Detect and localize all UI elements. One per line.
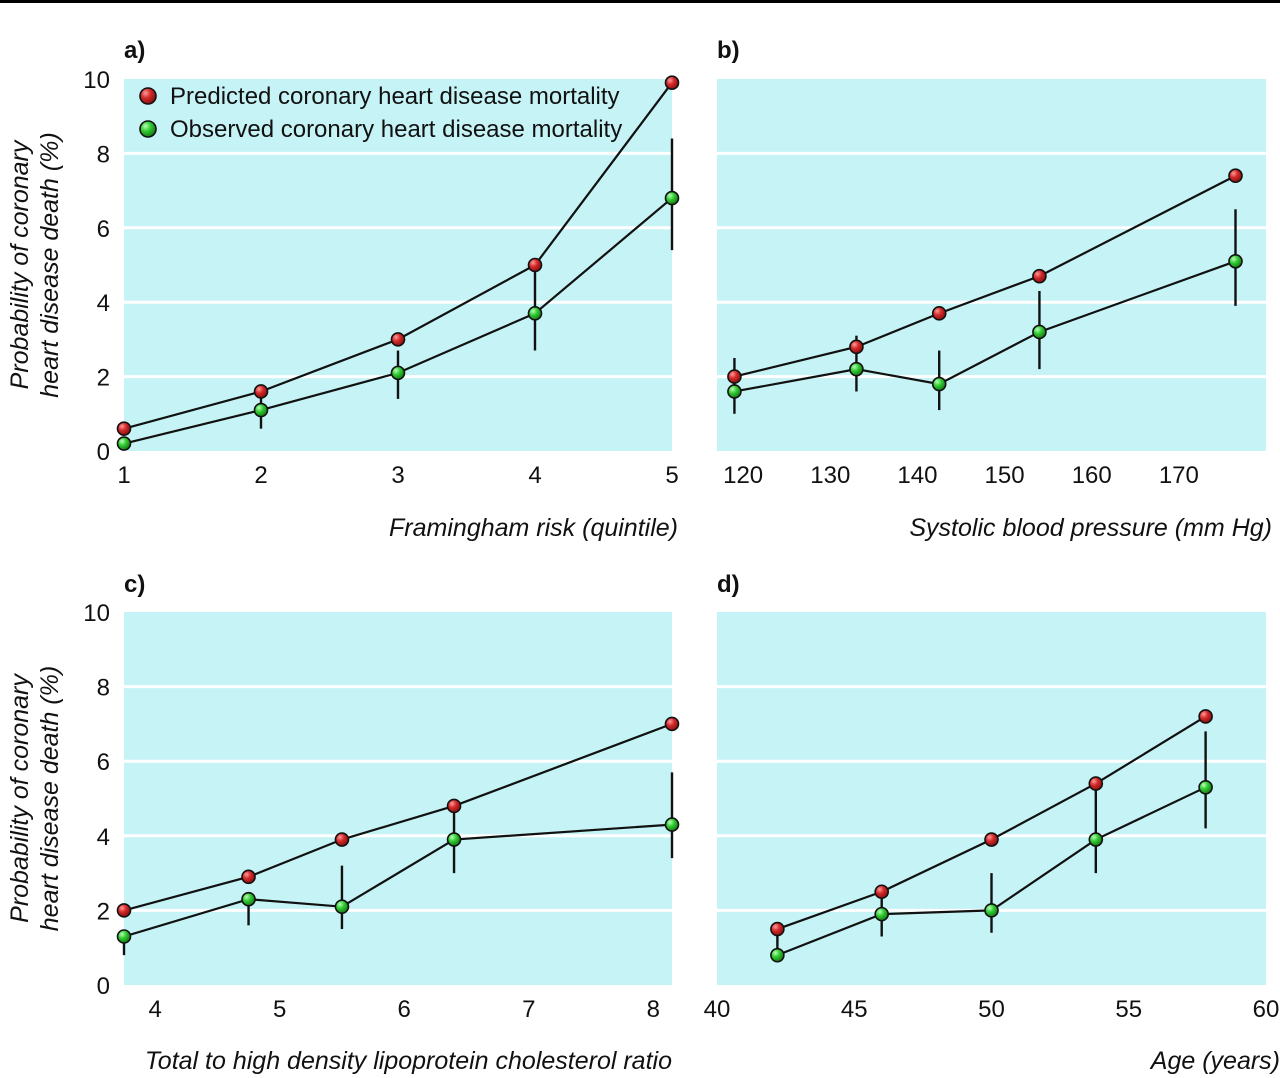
- predicted-point: [1198, 709, 1213, 724]
- observed-point: [874, 906, 890, 922]
- observed-point: [849, 361, 864, 377]
- chart-panel-b: 120 130 140 150 160 170 b) Systolic blood press…: [717, 37, 1272, 542]
- x-tick-label: 7: [522, 996, 535, 1023]
- y-tick-label: 4: [97, 290, 110, 317]
- x-tick-label: 55: [1115, 996, 1142, 1023]
- top-rule: [0, 0, 1280, 3]
- x-tick-label: 1: [117, 462, 130, 489]
- y-tick-label: 10: [83, 600, 110, 627]
- chart-panel-d: 40 45 50 55 60 d) Age (years): [704, 571, 1280, 1075]
- x-tick-label: 5: [273, 996, 286, 1023]
- panel-label: d): [717, 571, 740, 598]
- x-tick-label: 160: [1072, 462, 1112, 489]
- y-tick-label: 6: [97, 216, 110, 243]
- y-tick-label: 10: [83, 67, 110, 94]
- panel-label: a): [124, 37, 145, 64]
- y-axis-label: Probability of coronaryheart disease dea…: [6, 666, 64, 931]
- x-tick-label: 150: [985, 462, 1025, 489]
- plot-background: [124, 612, 672, 985]
- x-tick-label: 2: [254, 462, 267, 489]
- predicted-point: [116, 421, 132, 436]
- observed-point: [1032, 324, 1047, 340]
- x-tick-label: 170: [1159, 462, 1199, 489]
- observed-point: [1088, 832, 1104, 847]
- x-tick-label: 60: [1253, 996, 1280, 1023]
- x-tick-label: 4: [528, 462, 541, 489]
- chart-panel-c: 0 2 4 6 8 10 4 5 6 7 8 c) Total to high density lipo…: [6, 571, 680, 1075]
- x-axis-label: Systolic blood pressure (mm Hg): [909, 514, 1272, 542]
- x-tick-label: 6: [398, 996, 411, 1023]
- predicted-point: [931, 306, 947, 321]
- plot-background: [717, 79, 1266, 451]
- legend-marker-predicted: [139, 87, 157, 105]
- observed-point: [664, 817, 680, 832]
- y-tick-label: 4: [97, 824, 110, 851]
- predicted-point: [1032, 268, 1047, 284]
- predicted-point: [390, 332, 406, 347]
- predicted-point: [664, 716, 680, 732]
- x-tick-label: 50: [978, 996, 1005, 1023]
- x-tick-label: 130: [810, 462, 850, 489]
- observed-point: [241, 891, 256, 907]
- panel-label: c): [124, 571, 145, 598]
- predicted-point: [664, 75, 680, 91]
- observed-point: [931, 376, 947, 392]
- x-tick-label: 120: [723, 462, 763, 489]
- y-tick-label: 8: [97, 675, 110, 702]
- predicted-point: [446, 798, 462, 814]
- x-axis-label: Framingham risk (quintile): [389, 514, 678, 542]
- predicted-point: [116, 903, 132, 918]
- legend: Predicted coronary heart disease mortali…: [139, 83, 622, 143]
- x-tick-label: 40: [704, 996, 731, 1023]
- x-tick-label: 3: [391, 462, 404, 489]
- predicted-point: [874, 884, 890, 900]
- predicted-point: [527, 257, 543, 273]
- observed-point: [390, 365, 406, 381]
- x-tick-label: 140: [897, 462, 937, 489]
- observed-point: [1228, 253, 1243, 269]
- x-tick-label: 5: [665, 462, 678, 489]
- y-tick-label: 0: [97, 973, 110, 1000]
- y-tick-label: 2: [97, 365, 110, 392]
- predicted-point: [984, 832, 999, 847]
- x-tick-label: 8: [647, 996, 660, 1023]
- predicted-point: [253, 384, 269, 399]
- observed-point: [334, 899, 350, 914]
- x-tick-label: 4: [148, 996, 161, 1023]
- observed-point: [527, 306, 543, 321]
- y-tick-label: 8: [97, 141, 110, 168]
- observed-point: [116, 436, 132, 451]
- observed-point: [984, 903, 999, 918]
- observed-point: [770, 947, 785, 963]
- observed-point: [664, 190, 680, 206]
- observed-point: [727, 384, 742, 399]
- predicted-point: [727, 369, 742, 384]
- y-axis-label: Probability of coronaryheart disease dea…: [6, 132, 64, 397]
- predicted-point: [1228, 168, 1243, 184]
- predicted-point: [849, 339, 864, 355]
- x-axis-label: Total to high density lipoprotein choles…: [145, 1047, 672, 1075]
- legend-label-observed: Observed coronary heart disease mortalit…: [170, 116, 622, 143]
- predicted-point: [241, 869, 256, 885]
- observed-point: [116, 929, 132, 944]
- y-tick-label: 2: [97, 898, 110, 925]
- legend-marker-observed: [139, 120, 157, 138]
- legend-label-predicted: Predicted coronary heart disease mortali…: [170, 83, 620, 110]
- predicted-point: [770, 921, 785, 937]
- panel-label: b): [717, 37, 740, 64]
- x-tick-label: 45: [841, 996, 868, 1023]
- y-tick-label: 6: [97, 749, 110, 776]
- observed-point: [1198, 780, 1213, 795]
- observed-point: [253, 402, 269, 418]
- y-tick-label: 0: [97, 439, 110, 466]
- predicted-point: [1088, 776, 1104, 791]
- x-axis-label: Age (years): [1149, 1047, 1280, 1075]
- observed-point: [446, 832, 462, 847]
- predicted-point: [334, 832, 350, 847]
